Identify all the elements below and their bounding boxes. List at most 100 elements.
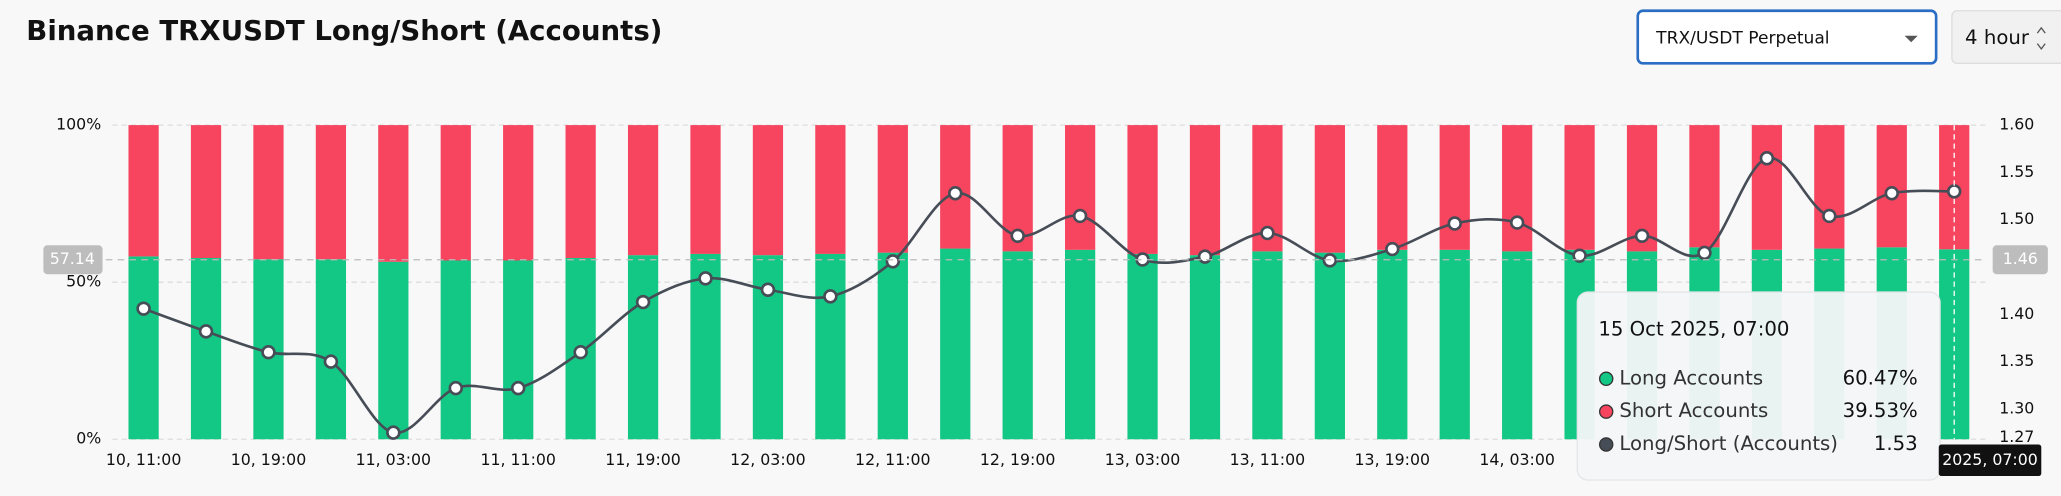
tooltip-label: Long Accounts [1619,366,1763,389]
tooltip-value: 39.53% [1843,399,1918,422]
x-tick-label: 13, 19:00 [1355,450,1431,469]
short-bar [690,125,721,254]
tooltip-swatch [1598,404,1614,419]
tooltip-label: Short Accounts [1619,399,1768,422]
ratio-point [448,380,464,396]
short-bar [315,125,347,260]
ratio-point [635,294,651,310]
short-bar [1189,125,1221,256]
ratio-point [1447,216,1462,231]
y-tick-label: 50% [66,272,101,291]
y2-tick-label: 1.40 [1999,304,2034,323]
y2-tick-label: 1.55 [1999,162,2034,181]
ratio-point [198,324,214,339]
crosshair-x-label: 2025, 07:00 [1942,450,2038,469]
ratio-point [760,282,776,297]
long-bar [1002,251,1033,440]
ratio-point [1634,228,1650,244]
short-bar [440,125,471,261]
x-tick-label: 12, 11:00 [855,450,931,469]
ratio-point [1759,150,1775,166]
short-bar [1314,125,1345,253]
crosshair-y-label: 57.14 [50,249,95,268]
long-bar [815,253,846,440]
short-bar [378,125,409,262]
y2-tick-label: 1.50 [1999,209,2034,228]
chart-title: Binance TRXUSDT Long/Short (Accounts) [26,14,662,47]
short-bar [1127,125,1158,254]
x-tick-label: 11, 03:00 [356,450,432,469]
long-bar [1189,255,1221,440]
ratio-point [1509,215,1525,230]
interval-select[interactable] [1951,10,2061,64]
long-bar [1127,253,1158,440]
short-bar [128,125,159,257]
short-bar [190,125,222,258]
tooltip-value: 1.53 [1874,432,1918,455]
short-bar [1689,125,1720,248]
long-bar [1502,251,1533,440]
short-bar [815,125,846,254]
ratio-point [1884,186,1899,201]
ratio-point [948,186,963,201]
short-bar [1751,125,1783,250]
long-bar [503,260,534,440]
y-tick-label: 100% [56,115,101,134]
short-bar [752,125,784,256]
long-bar [128,256,159,440]
select-arrow [1904,35,1918,43]
short-bar [1814,125,1845,249]
ratio-point [323,354,339,369]
short-bar [253,125,284,260]
y-tick-label: 0% [76,429,101,448]
x-tick-label: 10, 11:00 [106,450,182,469]
market-select-text: TRX/USDT Perpetual [1655,28,1829,48]
ratio-point [1010,228,1025,244]
ratio-point [573,344,588,360]
market-select[interactable] [1636,9,1938,65]
long-bar [940,248,971,440]
x-tick-label: 11, 11:00 [480,450,556,469]
x-tick-label: 13, 03:00 [1105,450,1181,469]
ratio-point [1072,208,1088,224]
short-bar [627,125,659,256]
ratio-point [885,254,901,269]
long-bar [190,257,222,440]
y2-tick-label: 1.30 [1999,398,2034,417]
ratio-point [1572,248,1587,263]
short-bar [1439,125,1470,250]
short-bar [503,125,534,261]
ratio-point [1260,225,1275,241]
x-tick-label: 14, 03:00 [1479,450,1555,469]
x-tick-label: 11, 19:00 [605,450,681,469]
y2-tick-label: 1.27 [1999,427,2034,446]
long-bar [1252,251,1283,440]
short-bar [1377,125,1408,250]
x-tick-label: 12, 03:00 [730,450,806,469]
tooltip-box [1576,291,1941,481]
crosshair-y-badge [43,245,103,275]
crosshair-y2-badge [1992,245,2048,275]
ratio-point [261,344,276,360]
crosshair-y2-label: 1.46 [2003,249,2038,268]
ratio-point [1197,249,1213,264]
interval-arrows [2036,26,2046,50]
ratio-point [698,271,713,286]
x-tick-label: 13, 11:00 [1230,450,1306,469]
long-bar [440,260,471,440]
tooltip-label: Long/Short (Accounts) [1619,432,1838,455]
ratio-point [386,425,401,440]
ratio-point [823,289,838,304]
short-bar [1065,125,1096,250]
long-bar [1065,249,1096,440]
long-bar [378,261,409,440]
crosshair-x-badge [1938,444,2042,477]
long-bar [877,252,908,440]
y2-tick-label: 1.60 [1999,115,2034,134]
long-bar [1439,249,1470,440]
tooltip-swatch [1598,437,1614,452]
interval-select-text: 4 hour [1965,26,2030,49]
ratio-line [143,156,1955,434]
